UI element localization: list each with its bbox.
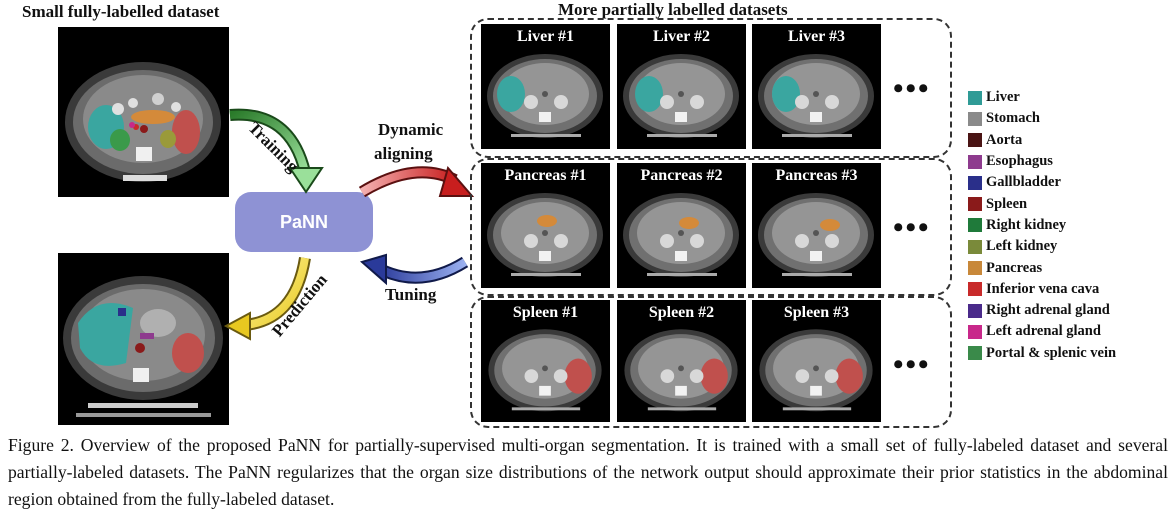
spleen-more-ellipsis: ••• [893,348,931,381]
legend-swatch [968,346,982,361]
liver-scan-3: Liver #3 [752,24,881,149]
dynamic-aligning-arrow [358,166,458,198]
pancreas-dataset-box [470,158,952,296]
liver-scan-label-3: Liver #3 [787,28,846,45]
legend-label: Right adrenal gland [986,302,1110,319]
legend-item: Portal & splenic vein [968,343,1116,364]
legend-swatch [968,303,982,318]
legend-swatch [968,324,982,339]
spleen-scan-image-2 [624,329,738,412]
spleen-dataset-box [470,296,952,428]
legend-label: Left adrenal gland [986,323,1101,340]
pancreas-scan-image-3 [758,193,874,277]
legend-label: Esophagus [986,153,1053,170]
legend-label: Aorta [986,131,1023,148]
liver-scan-image-1 [487,54,603,138]
legend-item: Liver [968,87,1116,108]
spleen-scan-label-2: Spleen #2 [648,304,715,321]
right-title: More partially labelled datasets [558,0,788,19]
legend-swatch [968,111,982,126]
aligning-label: aligning [374,144,433,163]
figure-caption: Figure 2. Overview of the proposed PaNN … [8,435,1168,509]
legend-label: Gallbladder [986,174,1061,191]
dynamic-label: Dynamic [378,120,444,139]
legend-item: Left kidney [968,236,1116,257]
legend-item: Right adrenal gland [968,300,1116,321]
legend-item: Aorta [968,130,1116,151]
liver-scan-label-1: Liver #1 [516,28,575,45]
pancreas-scan-1: Pancreas #1 [481,163,610,288]
legend-swatch [968,282,982,297]
legend-swatch [968,90,982,105]
spleen-scan-image-3 [759,329,873,412]
spleen-scan-label-3: Spleen #3 [783,304,850,321]
legend-item: Stomach [968,108,1116,129]
legend-item: Spleen [968,193,1116,214]
legend-label: Pancreas [986,259,1043,276]
legend-label: Right kidney [986,216,1067,233]
legend-item: Left adrenal gland [968,321,1116,342]
pancreas-scan-image-1 [487,193,603,277]
pancreas-scan-label-1: Pancreas #1 [504,167,587,184]
ct-scan-training [65,62,221,182]
legend-swatch [968,197,982,212]
legend-swatch [968,261,982,276]
liver-dataset-box [470,18,952,158]
spleen-scan-label-1: Spleen #1 [512,304,579,321]
legend-swatch [968,154,982,169]
legend-label: Spleen [986,195,1028,212]
spleen-scan-1: Spleen #1 [481,300,610,422]
ct-image-prediction [58,253,229,425]
legend-label: Liver [986,89,1020,106]
tuning-arrow [375,256,469,284]
prediction-label: Prediction [268,270,331,341]
pancreas-scan-label-2: Pancreas #2 [640,167,723,184]
pancreas-scan-3: Pancreas #3 [752,163,881,288]
liver-scan-1: Liver #1 [481,24,610,149]
liver-scan-2: Liver #2 [617,24,746,149]
legend-swatch [968,239,982,254]
legend-swatch [968,133,982,148]
legend-label: Left kidney [986,238,1058,255]
legend-item: Esophagus [968,151,1116,172]
legend-label: Portal & splenic vein [986,344,1117,361]
legend-swatch [968,175,982,190]
liver-scan-image-2 [623,54,739,138]
training-label: Training [244,118,303,176]
ct-scan-prediction [63,276,223,417]
liver-scan-image-3 [758,54,874,138]
legend-item: Pancreas [968,257,1116,278]
ct-image-training [58,27,229,197]
liver-more-ellipsis: ••• [893,72,931,105]
spleen-scan-2: Spleen #2 [617,300,746,422]
tuning-label: Tuning [385,285,437,304]
pancreas-scan-image-2 [623,193,739,277]
legend-label: Stomach [986,110,1040,127]
spleen-scan-3: Spleen #3 [752,300,881,422]
pancreas-scan-label-3: Pancreas #3 [775,167,858,184]
legend-item: Right kidney [968,215,1116,236]
legend-label: Inferior vena cava [986,280,1100,297]
pancreas-more-ellipsis: ••• [893,211,931,244]
spleen-scan-image-1 [488,329,602,412]
left-title: Small fully-labelled dataset [22,2,220,21]
legend-swatch [968,218,982,233]
organ-legend: Liver Stomach Aorta Esophagus Gallbladder Spl… [968,87,1116,364]
pancreas-scan-2: Pancreas #2 [617,163,746,288]
pann-model-box: PaNN [235,192,373,252]
legend-item: Inferior vena cava [968,279,1116,300]
legend-item: Gallbladder [968,172,1116,193]
liver-scan-label-2: Liver #2 [652,28,711,45]
